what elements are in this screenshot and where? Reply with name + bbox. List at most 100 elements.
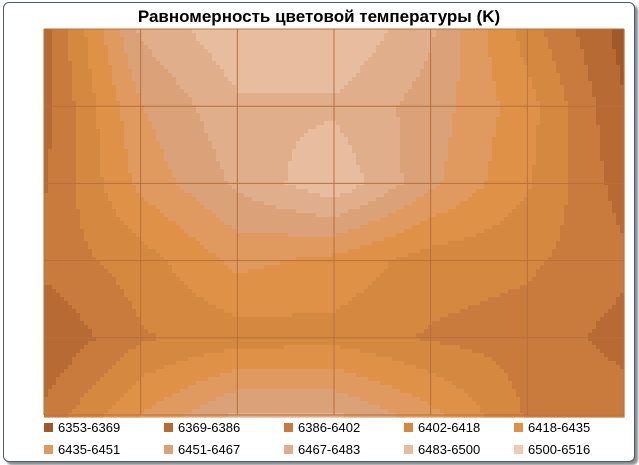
contour-cell: [512, 153, 517, 158]
contour-cell: [392, 153, 397, 158]
contour-cell: [324, 53, 329, 58]
contour-cell: [456, 101, 461, 106]
contour-cell: [368, 141, 373, 146]
contour-cell: [484, 117, 489, 122]
contour-cell: [68, 133, 73, 138]
contour-cell: [264, 73, 269, 78]
contour-cell: [56, 81, 61, 86]
contour-cell: [276, 105, 281, 110]
contour-cell: [436, 97, 441, 102]
contour-cell: [356, 93, 361, 98]
contour-cell: [460, 105, 465, 110]
contour-cell: [44, 93, 49, 98]
contour-cell: [396, 129, 401, 134]
contour-cell: [140, 49, 145, 54]
contour-cell: [544, 133, 549, 138]
contour-cell: [400, 61, 405, 66]
contour-cell: [580, 145, 585, 150]
contour-cell: [216, 53, 221, 58]
contour-cell: [452, 65, 457, 70]
contour-cell: [336, 29, 341, 34]
contour-cell: [156, 113, 161, 118]
contour-cell: [500, 53, 505, 58]
contour-cell: [556, 109, 561, 114]
contour-cell: [220, 125, 225, 130]
contour-cell: [384, 93, 389, 98]
contour-cell: [588, 37, 593, 42]
contour-cell: [420, 69, 425, 74]
contour-cell: [276, 165, 281, 170]
contour-cell: [172, 141, 177, 146]
contour-cell: [260, 45, 265, 50]
contour-cell: [424, 69, 429, 74]
contour-cell: [324, 57, 329, 62]
contour-cell: [212, 121, 217, 126]
contour-cell: [92, 137, 97, 142]
contour-cell: [220, 97, 225, 102]
contour-cell: [252, 161, 257, 166]
contour-cell: [316, 113, 321, 118]
contour-cell: [224, 109, 229, 114]
contour-cell: [568, 61, 573, 66]
contour-cell: [256, 45, 261, 50]
contour-cell: [260, 101, 265, 106]
contour-cell: [576, 29, 581, 34]
contour-cell: [192, 121, 197, 126]
contour-cell: [124, 65, 129, 70]
contour-cell: [472, 89, 477, 94]
contour-cell: [384, 29, 389, 34]
contour-cell: [388, 105, 393, 110]
contour-cell: [96, 141, 101, 146]
contour-cell: [548, 49, 553, 54]
contour-cell: [372, 73, 377, 78]
contour-cell: [548, 77, 553, 82]
contour-cell: [500, 157, 505, 162]
contour-cell: [500, 45, 505, 50]
contour-cell: [120, 157, 125, 162]
contour-cell: [352, 89, 357, 94]
contour-cell: [268, 89, 273, 94]
contour-cell: [200, 41, 205, 46]
contour-cell: [220, 57, 225, 62]
contour-cell: [296, 49, 301, 54]
contour-cell: [72, 65, 77, 70]
contour-cell: [84, 101, 89, 106]
contour-cell: [196, 37, 201, 42]
contour-cell: [164, 93, 169, 98]
contour-cell: [520, 101, 525, 106]
contour-cell: [360, 117, 365, 122]
contour-cell: [256, 129, 261, 134]
contour-cell: [124, 45, 129, 50]
contour-cell: [372, 157, 377, 162]
contour-cell: [120, 85, 125, 90]
contour-cell: [88, 77, 93, 82]
contour-cell: [512, 161, 517, 166]
contour-cell: [108, 29, 113, 34]
contour-cell: [408, 53, 413, 58]
contour-cell: [100, 61, 105, 66]
contour-cell: [484, 81, 489, 86]
contour-cell: [172, 121, 177, 126]
contour-cell: [212, 33, 217, 38]
contour-cell: [168, 41, 173, 46]
contour-cell: [404, 137, 409, 142]
contour-cell: [160, 77, 165, 82]
contour-cell: [440, 37, 445, 42]
contour-cell: [192, 53, 197, 58]
contour-cell: [312, 81, 317, 86]
contour-cell: [388, 37, 393, 42]
contour-cell: [56, 141, 61, 146]
contour-cell: [296, 93, 301, 98]
contour-cell: [176, 157, 181, 162]
contour-cell: [152, 85, 157, 90]
contour-cell: [336, 49, 341, 54]
contour-cell: [296, 121, 301, 126]
contour-cell: [88, 165, 93, 170]
contour-cell: [424, 53, 429, 58]
contour-cell: [580, 117, 585, 122]
contour-cell: [124, 41, 129, 46]
contour-cell: [160, 105, 165, 110]
contour-cell: [536, 97, 541, 102]
contour-cell: [196, 89, 201, 94]
contour-cell: [520, 45, 525, 50]
